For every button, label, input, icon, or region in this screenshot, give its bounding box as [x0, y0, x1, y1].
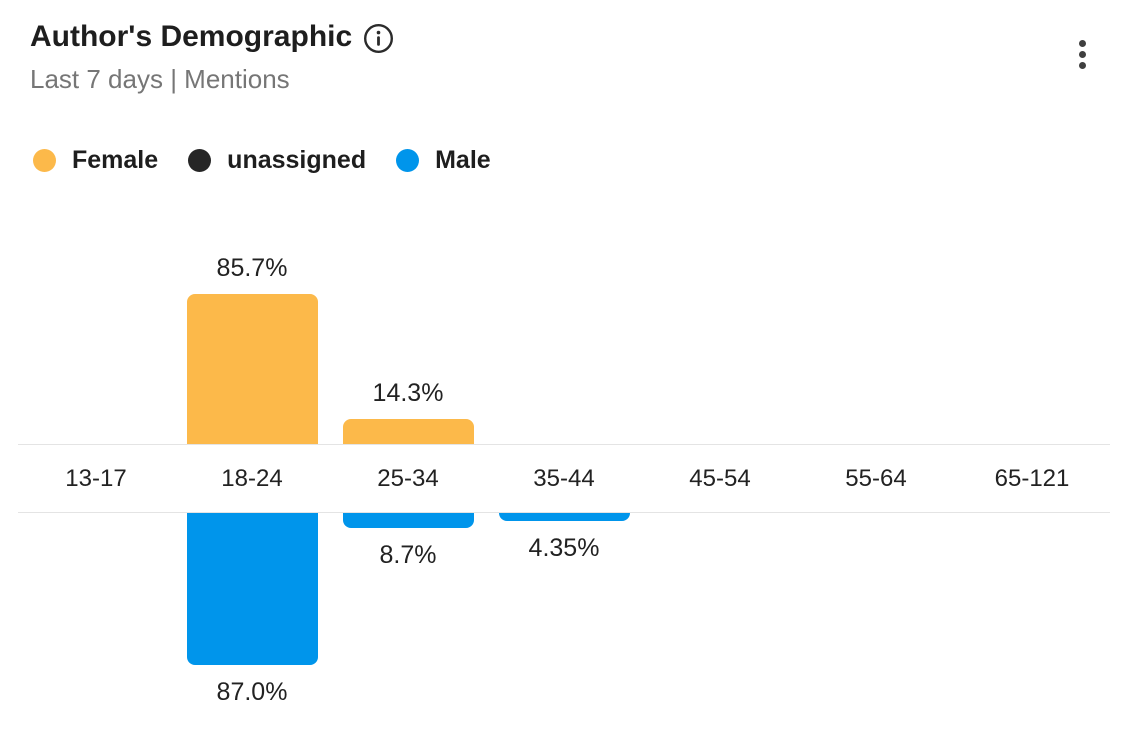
header-left: Author's Demographic Last 7 days | Menti…	[30, 20, 394, 94]
legend-label: Male	[435, 146, 491, 174]
x-axis-label-55-64: 55-64	[845, 464, 907, 492]
male-legend-dot-icon	[396, 149, 420, 172]
male-bar-value-label: 87.0%	[216, 678, 288, 707]
male-bar-value-label: 4.35%	[528, 533, 600, 562]
page-title: Author's Demographic	[30, 20, 353, 53]
chart-column-male-65-121	[954, 513, 1110, 749]
demographic-bar-chart: 85.7% 14.3% 13-17 18-24 25-34 35-44 45-54 55-6…	[0, 185, 1128, 749]
legend-label: unassigned	[227, 146, 367, 174]
x-axis-label-18-24: 18-24	[221, 464, 283, 492]
male-bar-18-24[interactable]	[186, 513, 318, 666]
female-bar-18-24[interactable]	[186, 294, 318, 444]
legend-item-unassigned[interactable]: unassigned	[188, 146, 366, 175]
chart-column-female-25-34: 14.3%	[330, 185, 486, 444]
legend-item-male[interactable]: Male	[396, 146, 491, 175]
x-axis-label-13-17: 13-17	[65, 464, 127, 492]
female-legend-dot-icon	[33, 149, 56, 172]
x-axis-label-45-54: 45-54	[689, 464, 751, 492]
x-axis-label-65-121: 65-121	[994, 464, 1070, 492]
chart-column-female-65-121	[954, 185, 1110, 444]
female-bar-value-label: 85.7%	[216, 254, 288, 283]
card-header: Author's Demographic Last 7 days | Menti…	[0, 0, 1128, 94]
chart-column-female-18-24: 85.7%	[174, 185, 330, 444]
chart-column-male-45-54	[642, 513, 798, 749]
x-axis-band: 13-17 18-24 25-34 35-44 45-54 55-64 65-121	[18, 444, 1110, 513]
chart-column-male-25-34: 8.7%	[330, 513, 486, 749]
female-bar-value-label: 14.3%	[372, 378, 444, 407]
chart-column-female-35-44	[486, 185, 642, 444]
chart-column-male-18-24: 87.0%	[174, 513, 330, 749]
female-bar-25-34[interactable]	[342, 418, 474, 444]
chart-column-female-13-17	[18, 185, 174, 444]
male-bar-25-34[interactable]	[342, 513, 474, 529]
unassigned-legend-dot-icon	[188, 149, 212, 172]
chart-column-female-45-54	[642, 185, 798, 444]
chart-column-female-55-64	[798, 185, 954, 444]
x-axis-label-25-34: 25-34	[377, 464, 439, 492]
legend-label: Female	[72, 146, 159, 174]
chart-column-male-35-44: 4.35%	[486, 513, 642, 749]
x-axis-label-35-44: 35-44	[533, 464, 595, 492]
female-bars-row: 85.7% 14.3%	[18, 185, 1110, 444]
male-bar-value-label: 8.7%	[379, 541, 437, 570]
info-icon[interactable]	[363, 23, 394, 54]
male-bars-row: 87.0% 8.7% 4.35%	[18, 513, 1110, 749]
subtitle: Last 7 days | Mentions	[30, 64, 290, 94]
chart-column-male-13-17	[18, 513, 174, 749]
kebab-menu-icon[interactable]	[1073, 32, 1092, 77]
chart-column-male-55-64	[798, 513, 954, 749]
male-bar-35-44[interactable]	[498, 513, 630, 521]
chart-legend: Female unassigned Male	[33, 146, 1128, 175]
legend-item-female[interactable]: Female	[33, 146, 158, 175]
